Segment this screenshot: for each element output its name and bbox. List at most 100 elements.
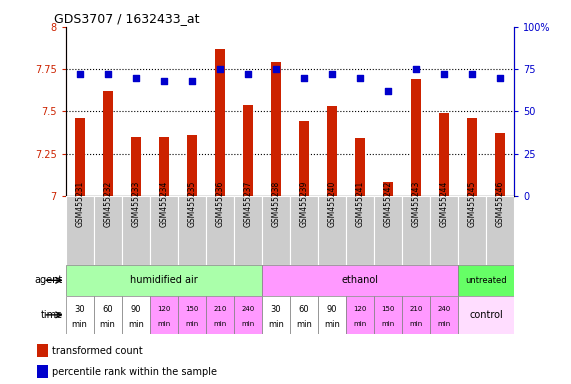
- Text: min: min: [437, 321, 451, 328]
- Bar: [467, 118, 477, 196]
- Bar: [289, 296, 318, 334]
- Bar: [150, 196, 178, 265]
- Bar: [355, 138, 365, 196]
- Text: GSM455242: GSM455242: [383, 181, 392, 227]
- Bar: [402, 296, 430, 334]
- Text: min: min: [100, 320, 115, 329]
- Bar: [439, 113, 449, 196]
- Text: GSM455233: GSM455233: [131, 180, 140, 227]
- Text: GSM455246: GSM455246: [496, 180, 504, 227]
- Point: [215, 66, 224, 72]
- Bar: [318, 196, 346, 265]
- Text: GSM455240: GSM455240: [327, 180, 336, 227]
- Text: GSM455235: GSM455235: [187, 180, 196, 227]
- Text: GSM455241: GSM455241: [355, 181, 364, 227]
- Text: 150: 150: [185, 306, 198, 312]
- Point: [411, 66, 420, 72]
- Text: GSM455232: GSM455232: [103, 181, 112, 227]
- Bar: [374, 196, 402, 265]
- Text: GSM455239: GSM455239: [299, 180, 308, 227]
- Point: [131, 74, 140, 81]
- Text: 210: 210: [213, 306, 227, 312]
- Text: time: time: [41, 310, 63, 320]
- Point: [187, 78, 196, 84]
- Bar: [318, 296, 346, 334]
- Bar: [66, 265, 262, 296]
- Text: percentile rank within the sample: percentile rank within the sample: [53, 367, 218, 377]
- Point: [383, 88, 392, 94]
- Bar: [159, 137, 168, 196]
- Bar: [289, 196, 318, 265]
- Text: 30: 30: [74, 305, 85, 314]
- Text: min: min: [381, 321, 395, 328]
- Point: [75, 71, 85, 77]
- Text: min: min: [296, 320, 312, 329]
- Text: control: control: [469, 310, 502, 320]
- Bar: [346, 196, 374, 265]
- Bar: [262, 296, 289, 334]
- Text: GSM455234: GSM455234: [159, 180, 168, 227]
- Bar: [94, 296, 122, 334]
- Text: min: min: [353, 321, 367, 328]
- Bar: [187, 135, 196, 196]
- Bar: [430, 296, 458, 334]
- Bar: [346, 296, 374, 334]
- Text: min: min: [185, 321, 198, 328]
- Bar: [402, 196, 430, 265]
- Bar: [66, 296, 94, 334]
- Bar: [327, 106, 337, 196]
- Text: 30: 30: [271, 305, 281, 314]
- Text: humidified air: humidified air: [130, 275, 198, 285]
- Text: 60: 60: [102, 305, 113, 314]
- Bar: [206, 196, 234, 265]
- Text: transformed count: transformed count: [53, 346, 143, 356]
- Text: min: min: [128, 320, 144, 329]
- Point: [355, 74, 364, 81]
- Bar: [262, 196, 289, 265]
- Text: ethanol: ethanol: [341, 275, 379, 285]
- Text: min: min: [409, 321, 423, 328]
- Bar: [131, 137, 140, 196]
- Bar: [495, 133, 505, 196]
- Bar: [206, 296, 234, 334]
- Bar: [458, 196, 486, 265]
- Text: min: min: [213, 321, 226, 328]
- Bar: [215, 49, 224, 196]
- Point: [159, 78, 168, 84]
- Point: [495, 74, 504, 81]
- Point: [299, 74, 308, 81]
- Bar: [411, 79, 421, 196]
- Bar: [150, 296, 178, 334]
- Point: [327, 71, 336, 77]
- Text: 90: 90: [130, 305, 141, 314]
- Text: GSM455245: GSM455245: [468, 180, 476, 227]
- Bar: [243, 104, 252, 196]
- Text: GSM455231: GSM455231: [75, 181, 84, 227]
- Bar: [234, 196, 262, 265]
- Text: 210: 210: [409, 306, 423, 312]
- Text: GSM455238: GSM455238: [271, 181, 280, 227]
- Bar: [178, 296, 206, 334]
- Point: [271, 66, 280, 72]
- Point: [103, 71, 112, 77]
- Bar: [458, 265, 514, 296]
- Bar: [178, 196, 206, 265]
- Point: [467, 71, 476, 77]
- Bar: [75, 118, 85, 196]
- Bar: [103, 91, 112, 196]
- Bar: [486, 196, 514, 265]
- Text: 240: 240: [437, 306, 451, 312]
- Text: min: min: [324, 320, 340, 329]
- Bar: [374, 296, 402, 334]
- Bar: [383, 182, 393, 196]
- Bar: [122, 296, 150, 334]
- Bar: [271, 62, 281, 196]
- Bar: [234, 296, 262, 334]
- Text: 120: 120: [353, 306, 367, 312]
- Text: 120: 120: [157, 306, 170, 312]
- Bar: [37, 344, 47, 357]
- Text: 60: 60: [299, 305, 309, 314]
- Bar: [299, 121, 309, 196]
- Bar: [94, 196, 122, 265]
- Bar: [122, 196, 150, 265]
